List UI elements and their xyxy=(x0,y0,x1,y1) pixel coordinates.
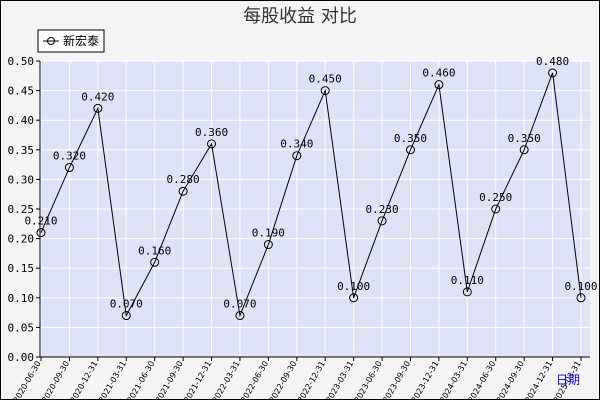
data-point xyxy=(405,145,415,155)
y-tick-label: 0.00 xyxy=(8,351,35,364)
y-tick-label: 0.15 xyxy=(8,262,35,275)
data-point xyxy=(93,103,103,113)
x-tick-label: 2020-06-30 xyxy=(12,360,43,400)
x-tick-label: 2024-09-30 xyxy=(495,360,526,400)
data-point xyxy=(491,204,501,214)
data-label: 0.450 xyxy=(309,73,342,86)
x-tick-label: 2021-06-30 xyxy=(125,360,156,400)
y-tick-label: 0.50 xyxy=(8,55,35,68)
y-tick-label: 0.10 xyxy=(8,292,35,305)
y-tick-label: 0.40 xyxy=(8,114,35,127)
x-tick-label: 2020-09-30 xyxy=(40,360,71,400)
data-point xyxy=(263,240,273,250)
x-tick-label: 2023-03-31 xyxy=(324,360,355,400)
series-line xyxy=(40,72,582,318)
x-tick-label: 2023-12-31 xyxy=(410,360,441,400)
y-tick-label: 0.05 xyxy=(8,321,35,334)
y-tick-label: 0.25 xyxy=(8,203,35,216)
data-point xyxy=(462,287,472,297)
data-point xyxy=(121,311,131,321)
data-label: 0.190 xyxy=(252,227,285,240)
data-point xyxy=(292,151,302,161)
y-tick-label: 0.35 xyxy=(8,144,35,157)
x-tick-label: 2022-12-31 xyxy=(296,360,327,400)
x-tick-label: 2023-06-30 xyxy=(353,360,384,400)
data-label: 0.100 xyxy=(564,280,597,293)
x-tick-label: 2024-12-31 xyxy=(523,360,554,400)
legend-series-name: 新宏泰 xyxy=(63,33,99,48)
data-label: 0.070 xyxy=(110,298,143,311)
data-point xyxy=(349,293,359,303)
data-label: 0.160 xyxy=(138,244,171,257)
x-tick-label: 2023-09-30 xyxy=(381,360,412,400)
y-tick-label: 0.20 xyxy=(8,233,35,246)
chart-title: 每股收益 对比 xyxy=(243,6,357,27)
x-tick-label: 2024-03-31 xyxy=(438,360,469,400)
data-label: 0.110 xyxy=(451,274,484,287)
y-tick-label: 0.30 xyxy=(8,173,35,186)
y-tick-label: 0.45 xyxy=(8,85,35,98)
data-label: 0.480 xyxy=(536,55,569,68)
x-tick-label: 2024-06-30 xyxy=(466,359,497,400)
data-label: 0.230 xyxy=(365,203,398,216)
data-label: 0.280 xyxy=(167,173,200,186)
x-tick-label: 2021-12-31 xyxy=(182,360,213,400)
data-point xyxy=(576,293,586,303)
data-point xyxy=(235,311,245,321)
data-point xyxy=(64,163,74,173)
x-axis-label: 日期 xyxy=(556,373,580,387)
data-point xyxy=(150,257,160,267)
data-label: 0.350 xyxy=(508,132,541,145)
data-label: 0.320 xyxy=(53,150,86,163)
x-tick-label: 2022-03-31 xyxy=(211,360,242,400)
data-point xyxy=(207,139,217,149)
data-point xyxy=(548,68,558,78)
data-point xyxy=(434,80,444,90)
data-point xyxy=(178,186,188,196)
data-label: 0.460 xyxy=(422,67,455,80)
data-point xyxy=(36,228,46,238)
legend-box xyxy=(37,29,105,53)
data-label: 0.360 xyxy=(195,126,228,139)
data-label: 0.340 xyxy=(280,138,313,151)
data-label: 0.250 xyxy=(479,191,512,204)
data-label: 0.210 xyxy=(24,215,57,228)
x-tick-label: 2022-09-30 xyxy=(267,360,298,400)
data-label: 0.070 xyxy=(223,298,256,311)
data-label: 0.350 xyxy=(394,132,427,145)
data-point xyxy=(320,86,330,96)
legend: 新宏泰 xyxy=(37,29,105,53)
x-tick-label: 2020-12-31 xyxy=(69,360,100,400)
data-label: 0.100 xyxy=(337,280,370,293)
data-point xyxy=(519,145,529,155)
legend-marker-icon xyxy=(47,37,55,45)
x-tick-label: 2022-06-30 xyxy=(239,360,270,400)
data-label: 0.420 xyxy=(81,90,114,103)
x-tick-label: 2021-09-30 xyxy=(154,360,185,400)
data-point xyxy=(377,216,387,226)
x-tick-label: 2021-03-31 xyxy=(97,360,128,400)
